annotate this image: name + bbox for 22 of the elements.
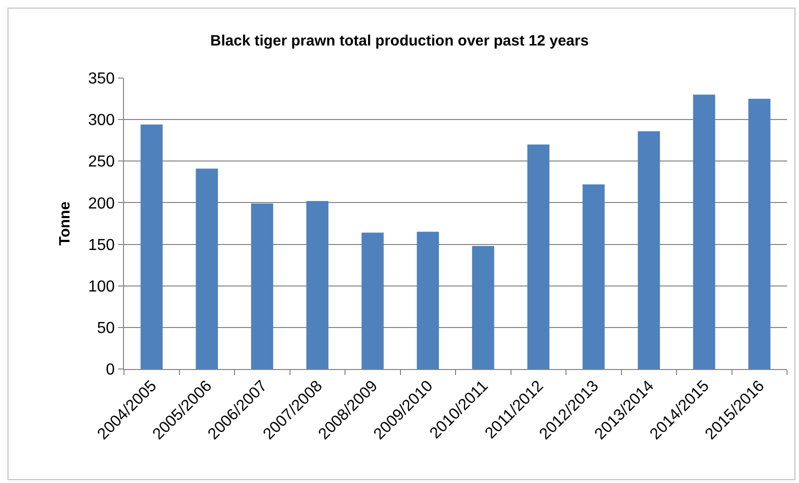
bar bbox=[251, 204, 274, 369]
y-tick-label: 150 bbox=[88, 236, 115, 254]
bar bbox=[196, 168, 218, 369]
bar bbox=[527, 144, 550, 369]
bar bbox=[638, 131, 660, 369]
bar bbox=[472, 246, 494, 369]
bar bbox=[362, 232, 384, 369]
bar bbox=[140, 124, 163, 369]
y-tick-label: 100 bbox=[88, 278, 115, 296]
bar bbox=[693, 94, 716, 369]
y-tick-label: 300 bbox=[88, 112, 115, 130]
y-tick-label: 50 bbox=[97, 320, 115, 338]
y-tick-label: 0 bbox=[106, 362, 115, 379]
y-axis-title: Tonne bbox=[56, 202, 74, 246]
y-tick-label: 200 bbox=[88, 195, 115, 212]
y-tick-label: 250 bbox=[88, 154, 115, 171]
y-tick-label: 350 bbox=[88, 70, 115, 88]
bar bbox=[306, 201, 328, 369]
chart-title: Black tiger prawn total production over past 12 years bbox=[210, 32, 589, 50]
bar bbox=[748, 98, 770, 369]
bar bbox=[582, 184, 605, 369]
bar bbox=[416, 232, 439, 369]
